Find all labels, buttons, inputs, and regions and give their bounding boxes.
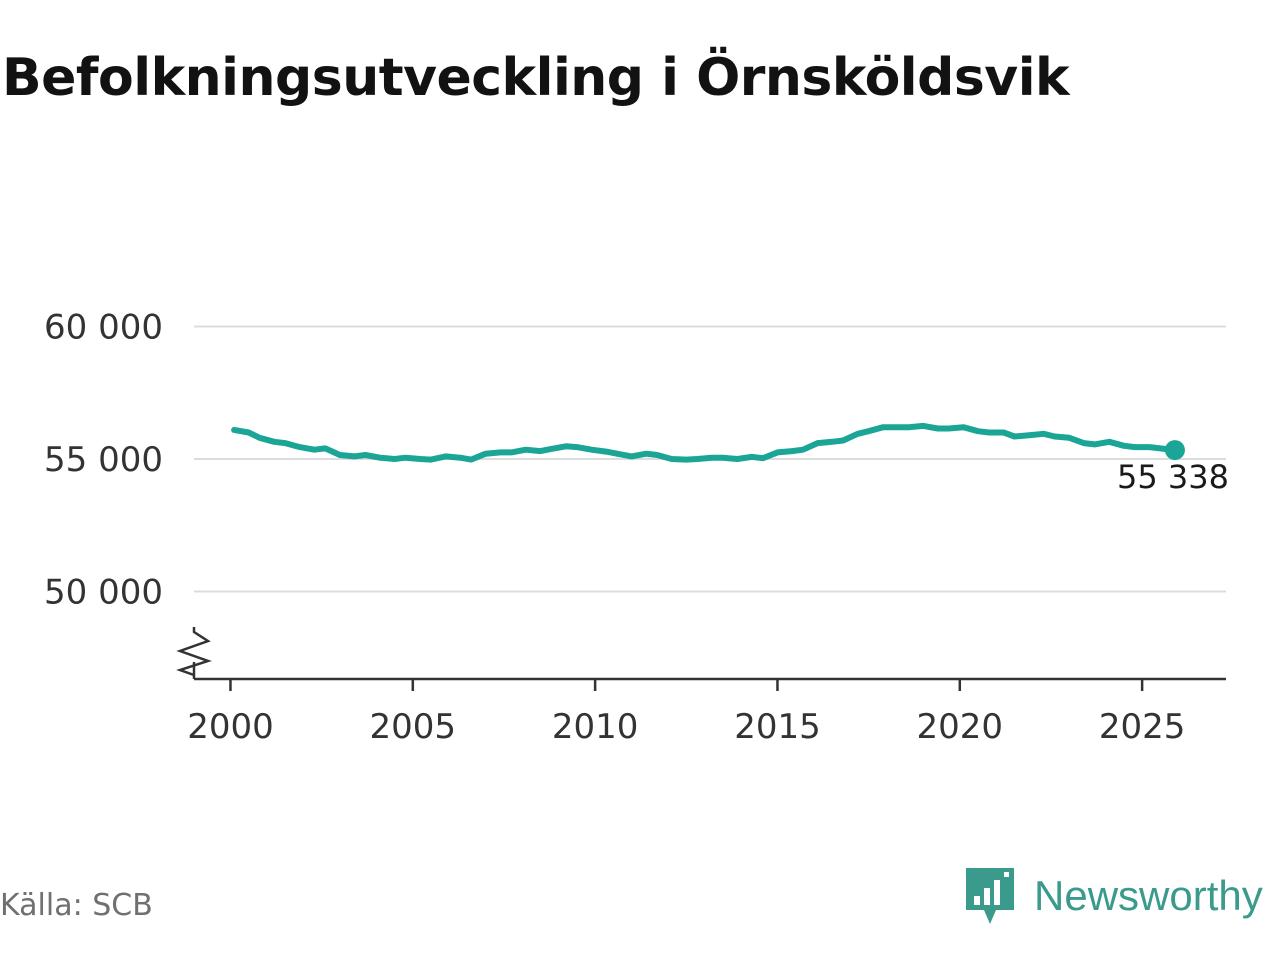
last-point-marker <box>1164 440 1185 461</box>
series-line <box>231 422 1178 463</box>
y-tick-label-60000: 60 000 <box>44 308 163 348</box>
newsworthy-logo-icon <box>966 868 1014 924</box>
x-tick-label-2010: 2010 <box>552 707 639 747</box>
source-note: Källa: SCB <box>0 888 153 923</box>
y-tick-label-55000: 55 000 <box>44 440 163 480</box>
axes <box>176 627 1226 691</box>
x-tick-label-2000: 2000 <box>187 707 274 747</box>
x-tick-label-2020: 2020 <box>917 707 1004 747</box>
last-point-label: 55 338 <box>1117 458 1229 496</box>
x-tick-label-2025: 2025 <box>1099 707 1186 747</box>
y-tick-label-50000: 50 000 <box>44 573 163 613</box>
x-tick-label-2015: 2015 <box>734 707 821 747</box>
x-tick-label-2005: 2005 <box>370 707 457 747</box>
annotations: 55 338 <box>1117 440 1229 496</box>
chart-title: Befolkningsutveckling i Örnsköldsvik <box>2 48 1070 108</box>
y-axis-break-mark <box>176 627 212 677</box>
series-layer <box>231 422 1178 463</box>
tick-labels: 50 000 55 000 60 000 2000 2005 2010 2015 2020 20… <box>44 308 1185 747</box>
brand-name: Newsworthy <box>1034 872 1263 919</box>
brand-logo[interactable]: Newsworthy <box>964 866 1263 926</box>
